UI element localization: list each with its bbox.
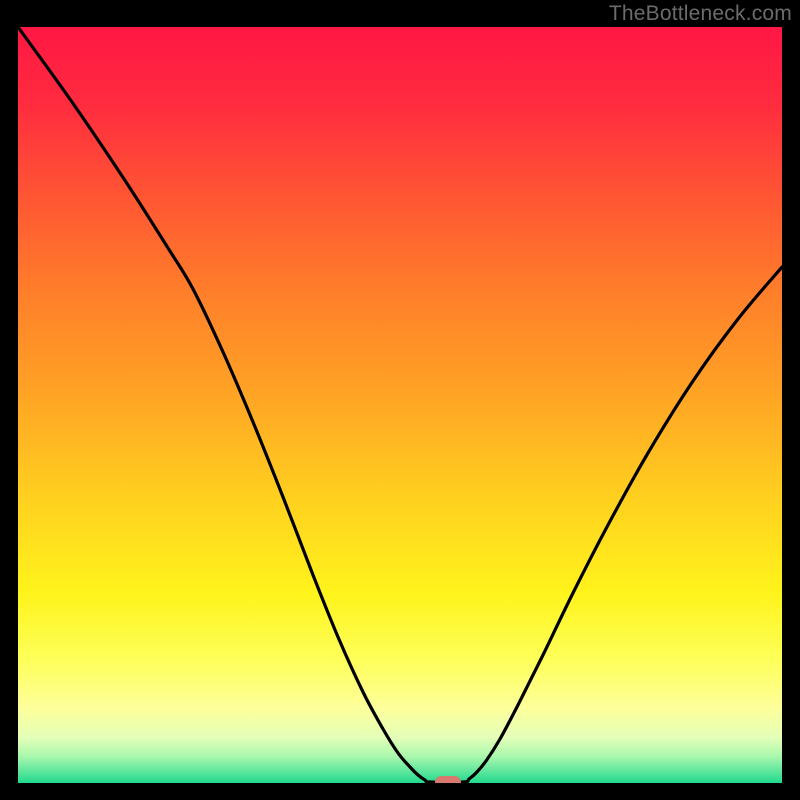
plot-area — [18, 27, 782, 783]
watermark-text: TheBottleneck.com — [609, 2, 792, 26]
optimal-point-marker — [435, 776, 461, 784]
bottleneck-curve — [18, 27, 782, 783]
